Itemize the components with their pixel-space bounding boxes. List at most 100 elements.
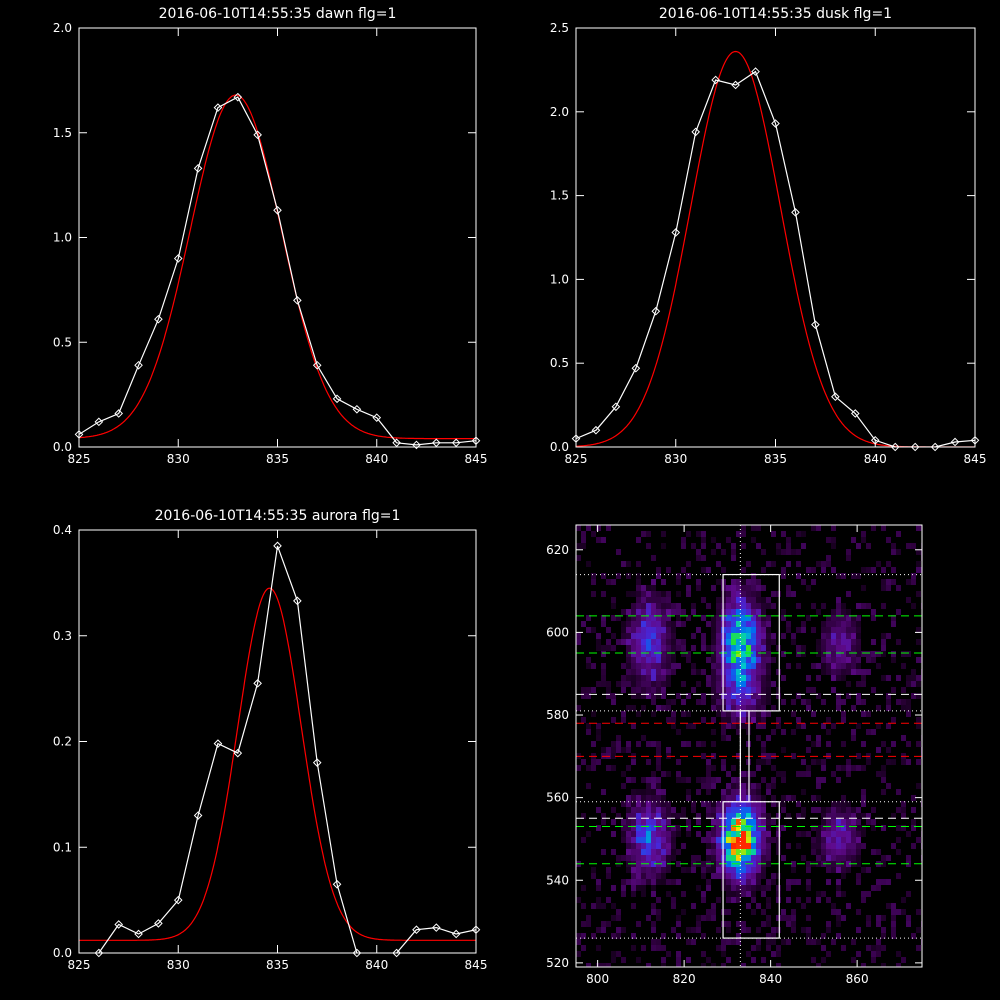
heatmap-cell bbox=[601, 747, 606, 753]
data-point bbox=[253, 130, 262, 140]
heatmap-cell bbox=[756, 795, 761, 801]
heatmap-cell bbox=[676, 771, 681, 777]
heatmap-cell bbox=[886, 759, 891, 765]
data-point bbox=[412, 925, 421, 935]
heatmap-cell bbox=[791, 711, 796, 717]
heatmap-cell bbox=[651, 831, 656, 837]
heatmap-cell bbox=[601, 645, 606, 651]
y-tick-label: 0.4 bbox=[53, 523, 72, 537]
heatmap-cell bbox=[646, 879, 651, 885]
heatmap-cell bbox=[706, 837, 711, 843]
heatmap-cell bbox=[731, 783, 736, 789]
heatmap-cell bbox=[601, 669, 606, 675]
heatmap-cell bbox=[751, 621, 756, 627]
heatmap-cell bbox=[576, 555, 581, 561]
heatmap-cell bbox=[666, 621, 671, 627]
heatmap-cell bbox=[641, 663, 646, 669]
heatmap-cell bbox=[816, 561, 821, 567]
heatmap-cell bbox=[771, 591, 776, 597]
heatmap-cell bbox=[776, 831, 781, 837]
heatmap-cell bbox=[816, 843, 821, 849]
heatmap-cell bbox=[591, 627, 596, 633]
heatmap-cell bbox=[856, 951, 861, 957]
heatmap-cell bbox=[746, 681, 751, 687]
heatmap-cell bbox=[666, 879, 671, 885]
heatmap-cell bbox=[631, 627, 636, 633]
heatmap-cell bbox=[831, 609, 836, 615]
heatmap-cell bbox=[731, 879, 736, 885]
heatmap-cell bbox=[766, 657, 771, 663]
heatmap-cell bbox=[651, 885, 656, 891]
heatmap-cell bbox=[736, 873, 741, 879]
heatmap-cell bbox=[706, 765, 711, 771]
heatmap-cell bbox=[906, 579, 911, 585]
heatmap-cell bbox=[681, 567, 686, 573]
heatmap-cell bbox=[851, 831, 856, 837]
heatmap-cell bbox=[806, 765, 811, 771]
heatmap-cell bbox=[641, 873, 646, 879]
heatmap-cell bbox=[706, 621, 711, 627]
heatmap-cell bbox=[656, 837, 661, 843]
heatmap-cell bbox=[826, 879, 831, 885]
heatmap-cell bbox=[831, 537, 836, 543]
heatmap-cell bbox=[741, 867, 746, 873]
heatmap-cell bbox=[706, 783, 711, 789]
heatmap-cell bbox=[716, 687, 721, 693]
heatmap-cell bbox=[786, 591, 791, 597]
heatmap-cell bbox=[701, 645, 706, 651]
heatmap-cell bbox=[756, 627, 761, 633]
heatmap-cell bbox=[756, 849, 761, 855]
heatmap-cell bbox=[726, 669, 731, 675]
heatmap-cell bbox=[651, 813, 656, 819]
heatmap-cell bbox=[841, 795, 846, 801]
heatmap-cell bbox=[846, 831, 851, 837]
heatmap-cell bbox=[871, 567, 876, 573]
heatmap-cell bbox=[766, 753, 771, 759]
heatmap-cell bbox=[906, 597, 911, 603]
heatmap-cell bbox=[731, 837, 736, 843]
heatmap-cell bbox=[876, 951, 881, 957]
heatmap-cell bbox=[756, 735, 761, 741]
heatmap-cell bbox=[716, 633, 721, 639]
heatmap-cell bbox=[741, 927, 746, 933]
heatmap-cell bbox=[661, 669, 666, 675]
heatmap-cell bbox=[841, 711, 846, 717]
heatmap-cell bbox=[881, 585, 886, 591]
heatmap-cell bbox=[746, 825, 751, 831]
heatmap-cell bbox=[731, 699, 736, 705]
heatmap-cell bbox=[861, 891, 866, 897]
heatmap-cell bbox=[636, 825, 641, 831]
heatmap-cell bbox=[716, 615, 721, 621]
heatmap-cell bbox=[671, 639, 676, 645]
heatmap-cell bbox=[636, 579, 641, 585]
heatmap-cell bbox=[711, 855, 716, 861]
heatmap-cell bbox=[646, 915, 651, 921]
heatmap-cell bbox=[621, 687, 626, 693]
heatmap-cell bbox=[621, 825, 626, 831]
heatmap-cell bbox=[766, 669, 771, 675]
heatmap-cell bbox=[586, 831, 591, 837]
x-tick-label: 840 bbox=[759, 972, 782, 986]
heatmap-cell bbox=[766, 735, 771, 741]
heatmap-cell bbox=[606, 627, 611, 633]
heatmap-cell bbox=[581, 717, 586, 723]
heatmap-cell bbox=[686, 693, 691, 699]
heatmap-cell bbox=[831, 861, 836, 867]
heatmap-cell bbox=[681, 681, 686, 687]
heatmap-cell bbox=[646, 777, 651, 783]
heatmap-cell bbox=[646, 651, 651, 657]
heatmap-cell bbox=[846, 591, 851, 597]
heatmap-cell bbox=[656, 807, 661, 813]
heatmap-cell bbox=[861, 831, 866, 837]
heatmap-cell bbox=[751, 831, 756, 837]
heatmap-cell bbox=[641, 531, 646, 537]
heatmap-cell bbox=[611, 831, 616, 837]
heatmap-cell bbox=[861, 897, 866, 903]
heatmap-cell bbox=[916, 741, 921, 747]
heatmap-cell bbox=[831, 651, 836, 657]
heatmap-cell bbox=[856, 849, 861, 855]
heatmap-cell bbox=[866, 759, 871, 765]
heatmap-cell bbox=[656, 867, 661, 873]
heatmap-cell bbox=[756, 789, 761, 795]
heatmap-cell bbox=[661, 687, 666, 693]
